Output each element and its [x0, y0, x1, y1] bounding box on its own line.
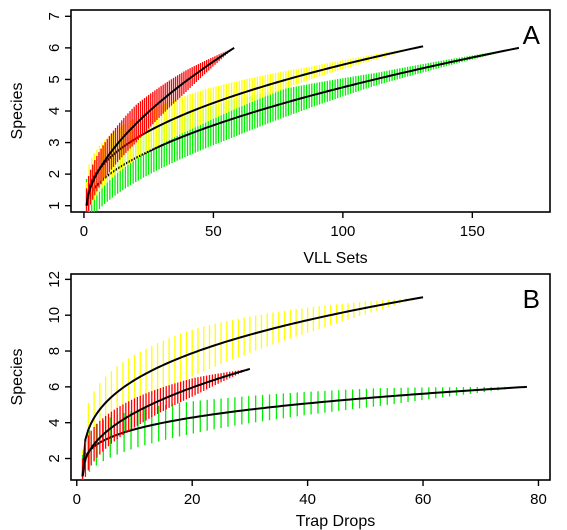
y-tick-label: 6 — [46, 44, 63, 52]
series-2 — [85, 47, 235, 212]
mean-curve — [85, 46, 520, 206]
y-tick-label: 3 — [46, 138, 63, 146]
x-tick-label: 50 — [205, 223, 222, 240]
x-tick-label: 0 — [80, 223, 88, 240]
y-axis-label: Species — [9, 83, 26, 140]
y-tick-label: 6 — [46, 383, 63, 391]
x-tick-label: 100 — [330, 223, 355, 240]
mean-curve — [81, 296, 424, 477]
y-tick-label: 7 — [46, 12, 63, 20]
x-tick-label: 60 — [415, 491, 432, 508]
y-tick-label: 2 — [46, 454, 63, 462]
mean-curve — [85, 47, 235, 206]
y-tick-label: 8 — [46, 347, 63, 355]
plot-frame — [70, 273, 551, 481]
mean-curve — [81, 367, 251, 477]
x-axis-label: Trap Drops — [296, 513, 375, 530]
y-tick-label: 2 — [46, 170, 63, 178]
y-tick-label: 1 — [46, 202, 63, 210]
panel-letter: A — [523, 20, 541, 50]
panel-b: 0 20 40 60 80 2 4 6 8 10 12 Trap Drops Species B — [9, 271, 551, 530]
series-1 — [85, 45, 424, 212]
x-axis-label: VLL Sets — [303, 250, 367, 267]
x-tick-label: 20 — [184, 491, 201, 508]
series-2 — [81, 367, 251, 480]
y-tick-label: 12 — [46, 271, 63, 288]
x-tick-label: 150 — [460, 223, 485, 240]
x-tick-label: 40 — [299, 491, 316, 508]
y-axis-label: Species — [9, 349, 26, 406]
mean-curve — [81, 385, 527, 477]
y-tick-label: 4 — [46, 107, 63, 115]
series-0 — [81, 296, 424, 480]
y-tick-label: 10 — [46, 307, 63, 324]
x-tick-label: 0 — [73, 491, 81, 508]
panel-a: 0 50 100 150 1 2 3 4 5 6 7 VLL Sets Species A — [9, 9, 551, 267]
panel-letter: B — [523, 284, 540, 314]
y-tick-label: 5 — [46, 75, 63, 83]
y-tick-label: 4 — [46, 419, 63, 427]
x-tick-label: 80 — [530, 491, 547, 508]
